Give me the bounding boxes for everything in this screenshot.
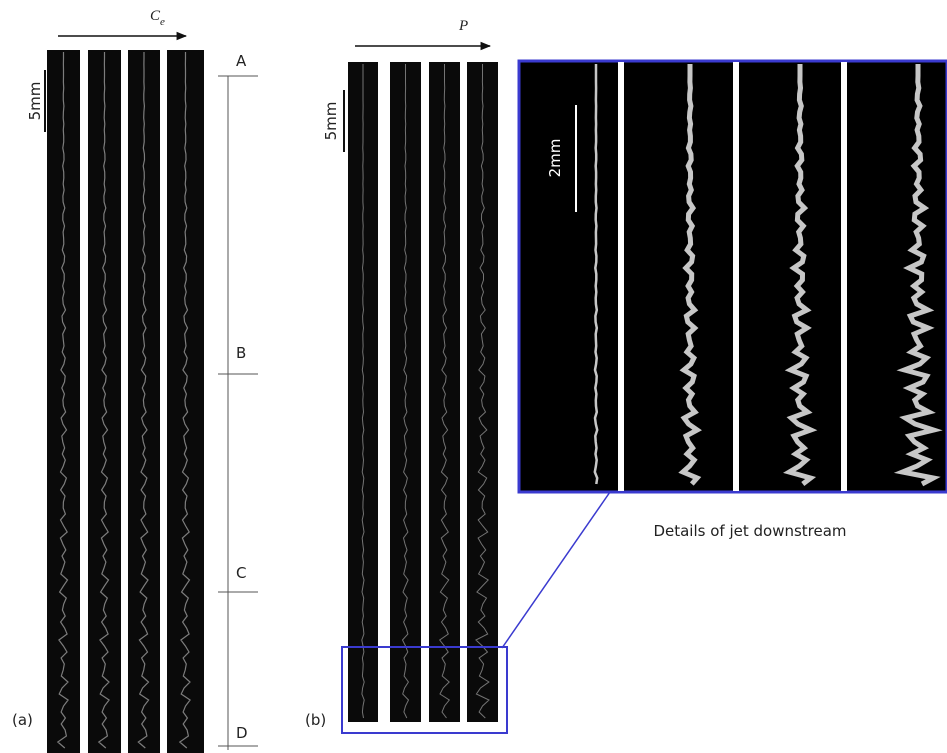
page: Ce 5mm (a) P 5mm (b) 2mm Details of jet … (0, 0, 947, 753)
scale-label: 5mm (322, 102, 340, 141)
scale-label: 5mm (26, 82, 44, 121)
arrow-label: Ce (150, 8, 165, 28)
marker-label: D (236, 724, 248, 742)
arrow-label: P (458, 18, 468, 34)
marker-label: C (236, 564, 246, 582)
separator (733, 62, 739, 491)
figure: Ce 5mm (a) P 5mm (b) 2mm Details of jet … (0, 0, 947, 753)
separator (618, 62, 624, 491)
panel-label: (b) (305, 711, 326, 729)
separator (841, 62, 847, 491)
arrow-label-sub: e (160, 16, 165, 28)
marker-label: A (236, 52, 247, 70)
scale-label: 2mm (546, 139, 564, 178)
caption: Details of jet downstream (653, 522, 846, 540)
panel-label: (a) (12, 711, 33, 729)
marker-label: B (236, 344, 246, 362)
zoom-connector (502, 492, 610, 648)
